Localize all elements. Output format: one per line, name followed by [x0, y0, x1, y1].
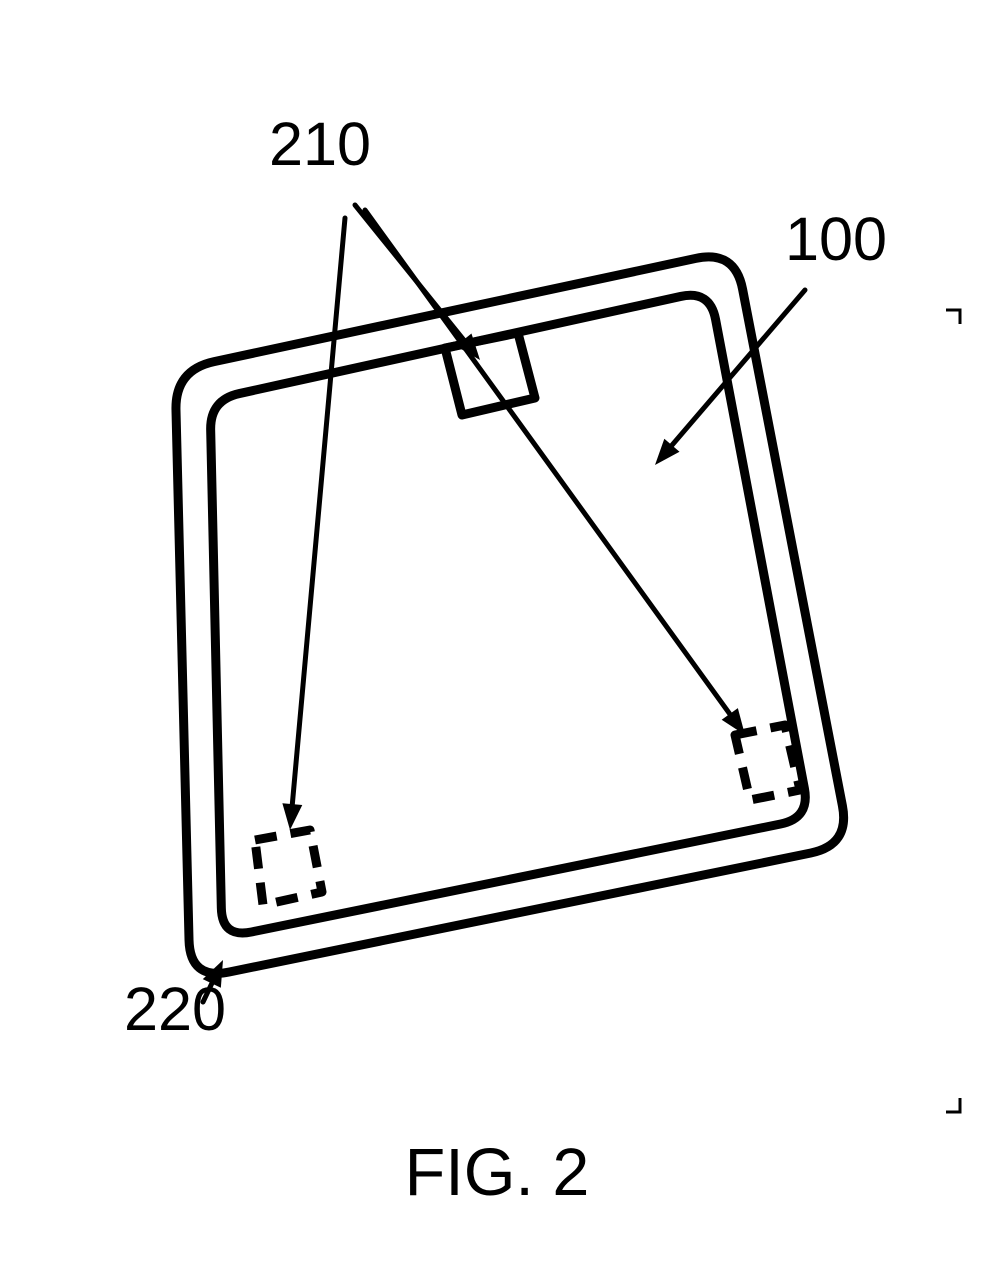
arrow-210-left — [292, 218, 345, 804]
label-ref_100: 100 — [785, 205, 887, 273]
label-ref_210: 210 — [269, 110, 371, 178]
crop-mark-br — [946, 1098, 960, 1112]
arrow-210-right — [365, 210, 730, 714]
figure-caption: FIG. 2 — [405, 1136, 590, 1210]
left-dashed-rect — [255, 830, 322, 905]
arrow-210-left-head — [282, 803, 302, 830]
crop-mark-tr — [946, 310, 960, 324]
label-ref_220: 220 — [124, 975, 226, 1043]
